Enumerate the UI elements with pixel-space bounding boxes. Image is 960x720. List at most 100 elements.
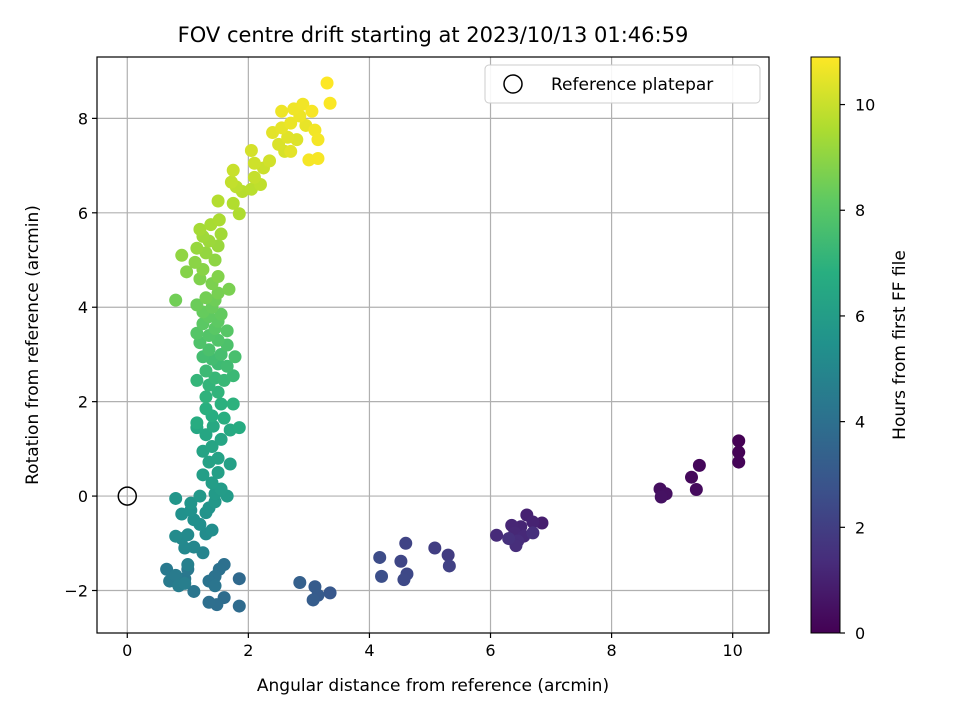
data-point [214, 432, 228, 446]
x-tick-label: 8 [607, 641, 617, 660]
y-tick-label: 0 [78, 487, 88, 506]
data-point [214, 347, 228, 361]
x-axis-ticks: 0 2 4 6 8 10 [122, 633, 743, 660]
data-point [247, 170, 261, 184]
data-point [732, 445, 746, 459]
data-point [212, 213, 226, 227]
data-point [175, 248, 189, 262]
data-point [202, 343, 216, 357]
data-point [526, 515, 540, 529]
data-point [214, 307, 228, 321]
data-point [160, 562, 174, 576]
data-point [373, 550, 387, 564]
data-point [284, 116, 298, 130]
data-point [205, 440, 219, 454]
data-point [284, 144, 298, 158]
colorbar-tick-label: 0 [855, 624, 865, 643]
data-point [223, 457, 237, 471]
x-tick-label: 6 [485, 641, 495, 660]
data-point [306, 593, 320, 607]
data-point [199, 364, 213, 378]
data-point [311, 152, 325, 166]
data-point [232, 599, 246, 613]
colorbar-label: Hours from first FF file [890, 250, 910, 440]
colorbar-ticks: 0 2 4 6 8 10 [840, 96, 875, 643]
data-point [190, 326, 204, 340]
data-point [211, 286, 225, 300]
data-point [169, 568, 183, 582]
data-point [232, 572, 246, 586]
plot-frame [96, 56, 770, 634]
legend-entry-reference-platepar: Reference platepar [551, 75, 713, 95]
data-point [281, 130, 295, 144]
data-point [208, 253, 222, 267]
x-tick-label: 10 [722, 641, 742, 660]
data-point [685, 470, 699, 484]
data-point [296, 97, 310, 111]
data-point [220, 324, 234, 338]
data-point [205, 523, 219, 537]
data-point [228, 350, 242, 364]
colorbar-tick-label: 2 [855, 518, 865, 537]
data-point [190, 241, 204, 255]
data-point [178, 576, 192, 590]
y-tick-label: −2 [64, 582, 88, 601]
data-point [654, 490, 668, 504]
x-axis-label: Angular distance from reference (arcmin) [257, 676, 609, 696]
data-point [689, 482, 703, 496]
data-point [211, 465, 225, 479]
x-tick-label: 0 [122, 641, 132, 660]
data-point [244, 143, 258, 157]
data-point [169, 491, 183, 505]
data-point [441, 548, 455, 562]
data-point [211, 451, 225, 465]
data-point [208, 579, 222, 593]
data-point [196, 468, 210, 482]
data-points [160, 76, 746, 613]
data-point [226, 369, 240, 383]
data-point [232, 207, 246, 221]
data-point [732, 455, 746, 469]
data-point [188, 255, 202, 269]
colorbar-tick-label: 6 [855, 307, 865, 326]
data-point [272, 137, 286, 151]
data-point [399, 536, 413, 550]
data-point [211, 194, 225, 208]
data-point [490, 528, 504, 542]
data-point [193, 222, 207, 236]
data-point [222, 282, 236, 296]
data-point [169, 293, 183, 307]
data-point [428, 541, 442, 555]
legend-box [484, 64, 761, 104]
data-point [305, 104, 319, 118]
data-point [442, 559, 456, 573]
data-point [169, 529, 183, 543]
data-point [205, 476, 219, 490]
colorbar: 0 2 4 6 8 10 Hours from first FF file [810, 56, 910, 643]
data-point [199, 402, 213, 416]
data-point [211, 270, 225, 284]
data-point [526, 526, 540, 540]
data-point [308, 580, 322, 594]
y-tick-label: 6 [78, 204, 88, 223]
reference-platepar-marker [117, 486, 138, 506]
data-point [732, 434, 746, 448]
y-tick-label: 2 [78, 393, 88, 412]
data-point [214, 482, 228, 496]
legend-marker-icon [503, 74, 523, 94]
data-point [323, 586, 337, 600]
data-point [181, 558, 195, 572]
data-point [375, 569, 389, 583]
data-point [202, 595, 216, 609]
x-tick-label: 4 [364, 641, 374, 660]
data-point [397, 573, 411, 587]
data-point [275, 104, 289, 118]
y-axis-ticks: −2 0 2 4 6 8 [64, 109, 97, 601]
x-tick-label: 2 [243, 641, 253, 660]
colorbar-tick-label: 4 [855, 413, 865, 432]
colorbar-tick-label: 8 [855, 201, 865, 220]
plot-area: 0 2 4 6 8 10 −2 0 2 4 6 8 [64, 56, 770, 660]
colorbar-tick-label: 10 [855, 96, 875, 115]
data-point [226, 397, 240, 411]
